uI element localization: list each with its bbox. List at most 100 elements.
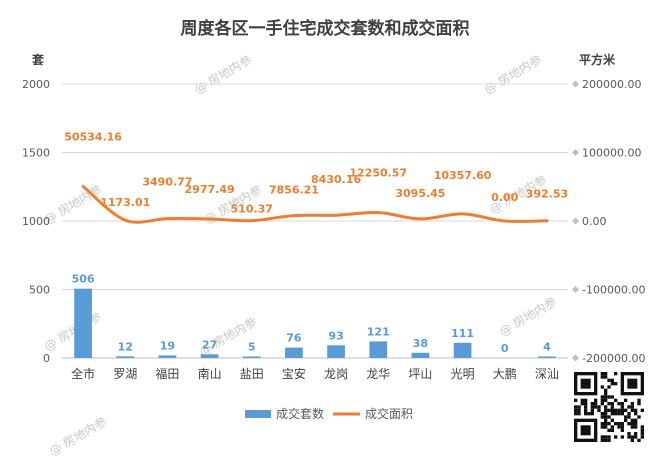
qr-module xyxy=(607,378,611,382)
x-axis-labels: 全市 罗湖 福田 南山 盐田 宝安 龙岗 龙华 坪山 光明 大鹏 深汕 xyxy=(71,366,559,381)
bar xyxy=(538,356,556,358)
line-data-label: 3490.77 xyxy=(142,176,192,189)
watermark-text: @ 房地内参 xyxy=(191,52,254,97)
right-axis-tick-mark xyxy=(572,286,579,293)
qr-module xyxy=(627,432,631,436)
qr-module xyxy=(640,425,644,429)
qr-module xyxy=(630,402,634,406)
qr-module xyxy=(614,435,618,439)
qr-module xyxy=(594,402,598,406)
qr-module xyxy=(607,385,611,389)
watermark-text: @ 房地内参 xyxy=(481,52,544,97)
qr-module xyxy=(634,425,638,429)
qr-module xyxy=(597,405,601,409)
x-axis-label: 南山 xyxy=(198,366,222,381)
qr-module xyxy=(630,422,634,426)
qr-module xyxy=(594,405,598,409)
qr-module xyxy=(607,402,611,406)
qr-module xyxy=(640,432,644,436)
qr-module xyxy=(624,418,628,422)
qr-module xyxy=(634,435,638,439)
qr-module xyxy=(637,415,641,419)
qr-finder-core xyxy=(627,378,638,389)
qr-module xyxy=(607,435,611,439)
qr-module xyxy=(604,435,608,439)
qr-module xyxy=(604,392,608,396)
qr-module xyxy=(617,425,621,429)
qr-module xyxy=(584,408,588,412)
qr-module xyxy=(620,412,624,416)
bar-data-label: 121 xyxy=(367,325,390,338)
qr-module xyxy=(620,425,624,429)
bar-data-label: 38 xyxy=(413,337,428,350)
qr-module xyxy=(604,398,608,402)
qr-module xyxy=(620,408,624,412)
qr-module xyxy=(614,422,618,426)
qr-module xyxy=(604,422,608,426)
qr-module xyxy=(610,425,614,429)
qr-module xyxy=(634,412,638,416)
qr-module xyxy=(634,418,638,422)
qr-module xyxy=(590,408,594,412)
bar-data-label: 93 xyxy=(328,329,343,342)
qr-module xyxy=(610,395,614,399)
qr-module xyxy=(590,412,594,416)
qr-module xyxy=(600,395,604,399)
right-axis-tick-label: 100000.00 xyxy=(582,147,642,160)
qr-module xyxy=(630,418,634,422)
qr-module xyxy=(600,435,604,439)
x-axis-label: 坪山 xyxy=(408,367,432,381)
qr-module xyxy=(600,415,604,419)
x-axis-label: 盐田 xyxy=(240,367,264,381)
line-data-label: 392.53 xyxy=(526,188,568,201)
line-data-label: 12250.57 xyxy=(349,167,407,180)
qr-module xyxy=(600,425,604,429)
left-axis-tick-label: 1500 xyxy=(22,147,50,160)
legend-line-label: 成交面积 xyxy=(365,406,413,421)
qr-module xyxy=(640,435,644,439)
qr-module xyxy=(627,435,631,439)
qr-module xyxy=(574,408,578,412)
qr-module xyxy=(627,415,631,419)
qr-module xyxy=(607,428,611,432)
qr-module xyxy=(610,428,614,432)
bar xyxy=(285,347,303,358)
right-axis-tick-label: -200000.00 xyxy=(582,352,645,365)
line-data-label: 10357.60 xyxy=(434,169,492,182)
qr-module xyxy=(587,412,591,416)
qr-module xyxy=(604,425,608,429)
qr-module xyxy=(607,438,611,442)
qr-module xyxy=(624,415,628,419)
qr-module xyxy=(610,408,614,412)
qr-module xyxy=(610,412,614,416)
qr-module xyxy=(610,378,614,382)
qr-module xyxy=(610,418,614,422)
qr-module xyxy=(627,412,631,416)
qr-module xyxy=(630,408,634,412)
qr-module xyxy=(617,402,621,406)
right-axis-tick-mark xyxy=(572,80,579,88)
qr-module xyxy=(640,408,644,412)
qr-module xyxy=(580,398,584,402)
x-axis-label: 罗湖 xyxy=(113,366,137,381)
qr-module xyxy=(630,438,634,442)
line-data-label: 510.37 xyxy=(231,203,273,216)
right-axis-tick-label: -100000.00 xyxy=(582,284,645,297)
line-data-label: 2977.49 xyxy=(185,183,235,196)
right-axis-tick-mark xyxy=(572,354,579,362)
qr-module xyxy=(624,408,628,412)
qr-module xyxy=(604,395,608,399)
qr-module xyxy=(604,408,608,412)
bar-data-label: 19 xyxy=(160,339,175,352)
watermark-text: @ 房地内参 xyxy=(41,309,104,354)
right-axis-tick-mark xyxy=(572,149,579,156)
bar-data-label: 5 xyxy=(248,341,256,354)
qr-module xyxy=(574,412,578,416)
qr-module xyxy=(600,422,604,426)
legend-bar-label: 成交套数 xyxy=(276,406,324,421)
right-axis-ticks: -200000.00 -100000.00 0.00 100000.00 200000.… xyxy=(572,78,645,365)
area-line xyxy=(81,184,549,224)
line-data-label: 1173.01 xyxy=(100,196,150,209)
qr-module xyxy=(604,415,608,419)
